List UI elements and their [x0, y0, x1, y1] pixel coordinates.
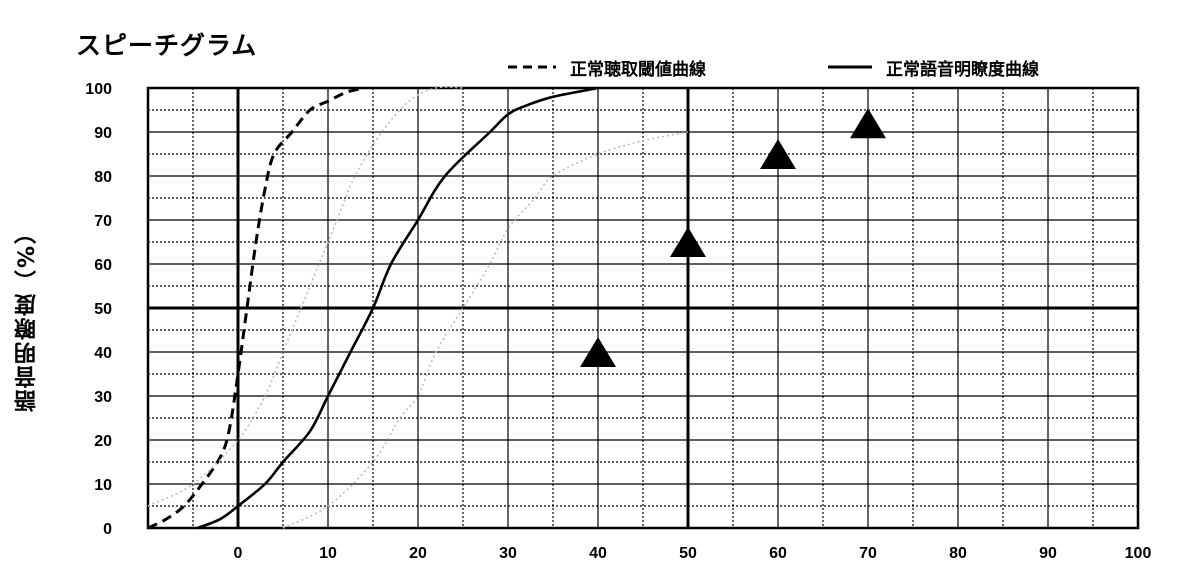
legend-solid-line-icon — [828, 65, 872, 69]
y-tick-label: 20 — [94, 433, 112, 450]
x-tick-label: 50 — [679, 545, 697, 562]
triangle-marker — [760, 139, 796, 169]
major-grid — [146, 86, 1140, 530]
y-tick-label: 0 — [103, 521, 112, 538]
triangle-marker — [670, 227, 706, 257]
chart-title: スピーチグラム — [76, 31, 258, 60]
x-tick-label: 30 — [499, 545, 517, 562]
legend: 正常聴取閾値曲線 正常語音明瞭度曲線 — [508, 54, 1148, 80]
y-tick-label: 40 — [94, 345, 112, 362]
y-tick-label: 30 — [94, 389, 112, 406]
curves — [147, 86, 689, 530]
x-tick-label: 0 — [234, 545, 243, 562]
x-tick-label: 90 — [1039, 545, 1057, 562]
x-tick-label: 20 — [409, 545, 427, 562]
y-tick-label: 70 — [94, 213, 112, 230]
y-tick-label: 10 — [94, 477, 112, 494]
series-line-0 — [147, 86, 365, 530]
x-tick-label: 70 — [859, 545, 877, 562]
legend-label-threshold: 正常聴取閾値曲線 — [570, 59, 706, 80]
y-tick-label: 90 — [94, 125, 112, 142]
plot-frame — [146, 86, 1140, 530]
x-tick-label: 40 — [589, 545, 607, 562]
legend-item-intelligibility: 正常語音明瞭度曲線 — [828, 54, 1039, 80]
series-line-1 — [197, 86, 599, 530]
legend-dashed-line-icon — [508, 65, 556, 69]
legend-item-threshold: 正常聴取閾値曲線 — [508, 54, 706, 80]
triangle-marker — [850, 108, 886, 139]
x-tick-labels: 0 10 20 30 40 50 60 70 80 90 100 — [234, 545, 1152, 562]
triangle-marker — [580, 337, 616, 367]
x-tick-label: 60 — [769, 545, 787, 562]
y-tick-label: 80 — [94, 169, 112, 186]
y-tick-label: 50 — [94, 301, 112, 318]
y-tick-label: 100 — [85, 81, 112, 98]
markers — [580, 108, 886, 367]
y-tick-label: 60 — [94, 257, 112, 274]
legend-label-intelligibility: 正常語音明瞭度曲線 — [886, 59, 1039, 80]
x-tick-label: 80 — [949, 545, 967, 562]
series-line-2 — [147, 86, 464, 507]
y-tick-labels: 0 10 20 30 40 50 60 70 80 90 100 — [85, 81, 112, 538]
x-tick-label: 100 — [1125, 545, 1152, 562]
x-tick-label: 10 — [319, 545, 337, 562]
